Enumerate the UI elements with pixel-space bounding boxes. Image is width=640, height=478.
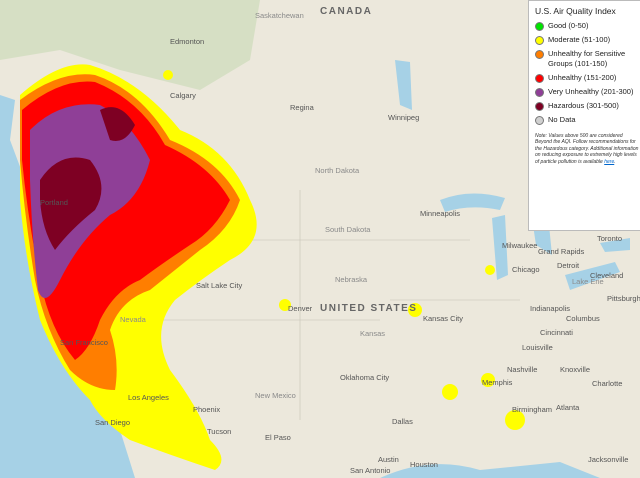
legend-note: Note: Values above 500 are considered Be… [535,133,639,165]
place-label: Indianapolis [530,304,570,313]
legend-swatch [535,50,544,59]
place-label: Grand Rapids [538,247,585,256]
place-label: Austin [378,455,399,464]
legend-items: Good (0-50) Moderate (51-100) Unhealthy fo… [535,21,639,125]
place-label: Regina [290,103,315,112]
place-label: Nebraska [335,275,368,284]
place-label: Tucson [207,427,231,436]
place-label: South Dakota [325,225,371,234]
lakes [395,60,630,290]
legend-item: Hazardous (301-500) [535,101,639,111]
legend-swatch [535,88,544,97]
place-label: Cleveland [590,271,623,280]
legend-label: No Data [548,115,576,124]
legend-item: Good (0-50) [535,21,639,31]
place-label: Kansas City [423,314,463,323]
place-label: Nashville [507,365,537,374]
place-label: Denver [288,304,313,313]
place-label: Calgary [170,91,196,100]
place-label: Birmingham [512,405,552,414]
place-label: UNITED STATES [320,303,417,314]
legend-swatch [535,116,544,125]
place-label: Cincinnati [540,328,573,337]
place-label: Columbus [566,314,600,323]
legend-label: Very Unhealthy (201-300) [548,87,634,96]
place-label: Memphis [482,378,513,387]
place-label: Pittsburgh [607,294,640,303]
legend-label: Unhealthy for Sensitive Groups (101-150) [548,49,626,68]
hazardous-area [40,107,135,251]
legend-label: Hazardous (301-500) [548,101,619,110]
gulf [380,462,600,478]
borders [140,190,520,420]
place-label: Detroit [557,261,580,270]
pacific-ocean [0,95,135,478]
place-label: Portland [40,198,68,207]
legend-swatch [535,74,544,83]
moderate-spots [163,70,525,430]
place-label: Dallas [392,417,413,426]
place-label: Phoenix [193,405,220,414]
place-label: Houston [410,460,438,469]
place-label: Edmonton [170,37,204,46]
legend-label: Unhealthy (151-200) [548,73,617,82]
legend-item: Very Unhealthy (201-300) [535,87,639,97]
legend-swatch [535,36,544,45]
place-label: San Francisco [60,338,108,347]
legend-label: Moderate (51-100) [548,35,611,44]
legend-item: Unhealthy (151-200) [535,73,639,83]
place-label: Los Angeles [128,393,169,402]
note-link[interactable]: here [604,158,615,165]
place-label: San Diego [95,418,130,427]
legend-item: Unhealthy for Sensitive Groups (101-150) [535,49,639,69]
place-label: Oklahoma City [340,373,389,382]
legend: U.S. Air Quality Index Good (0-50) Modera… [528,0,640,231]
place-label: Chicago [512,265,540,274]
legend-title: U.S. Air Quality Index [535,6,616,16]
place-label: New Mexico [255,391,296,400]
place-label: Atlanta [556,403,580,412]
place-label: CANADA [320,6,372,17]
place-label: El Paso [265,433,291,442]
place-label: Kansas [360,329,385,338]
legend-swatch [535,102,544,111]
place-label: Jacksonville [588,455,628,464]
place-label: Charlotte [592,379,622,388]
place-label: Lake Erie [572,277,604,286]
place-label: Knoxville [560,365,590,374]
place-label: Salt Lake City [196,281,243,290]
legend-item: Moderate (51-100) [535,35,639,45]
place-label: Saskatchewan [255,11,304,20]
place-label: Louisville [522,343,553,352]
place-label: North Dakota [315,166,360,175]
note-text: Note: Values above 500 are considered Be… [535,133,639,165]
place-label: Nevada [120,315,147,324]
place-label: San Antonio [350,466,390,475]
legend-swatch [535,22,544,31]
place-label: Toronto [597,234,622,243]
place-label: Minneapolis [420,209,460,218]
legend-label: Good (0-50) [548,21,589,30]
place-label: Milwaukee [502,241,537,250]
legend-item: No Data [535,115,639,125]
mountains [0,0,260,90]
place-label: Winnipeg [388,113,419,122]
